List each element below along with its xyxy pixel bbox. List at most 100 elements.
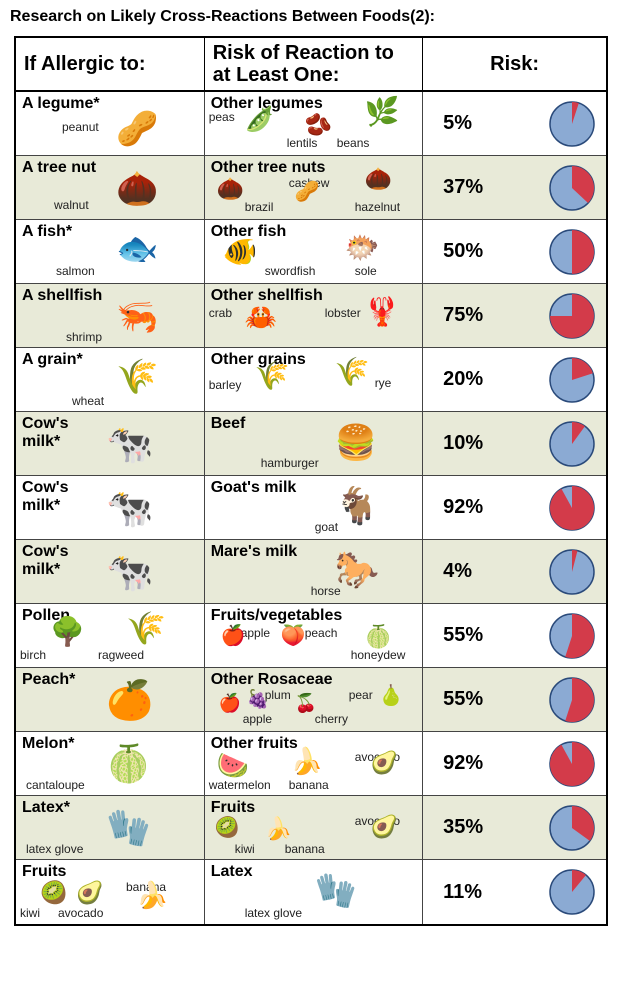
allergen-cell: Cow'smilk*🐄 — [16, 412, 205, 475]
reaction-cell: Fruits/vegetablesapplepeachhoneydew🍎🍑🍈 — [205, 604, 423, 667]
risk-cell: 50% — [423, 220, 606, 283]
food-icon: 🍈 — [106, 746, 151, 782]
header-reaction: Risk of Reaction to at Least One: — [205, 38, 424, 90]
pie-chart-icon — [548, 740, 596, 788]
pie-chart-icon — [548, 164, 596, 212]
allergen-sublabel: latex glove — [26, 842, 83, 856]
reaction-label: Goat's milk — [211, 479, 416, 497]
food-icon: 🍒 — [295, 694, 317, 712]
pie-chart-icon — [548, 676, 596, 724]
reaction-sublabel: beans — [337, 136, 370, 150]
pie-chart-icon — [548, 100, 596, 148]
reaction-sublabel: barley — [209, 378, 242, 392]
reaction-sublabel: peach — [305, 626, 338, 640]
food-icon: 🍎 — [219, 694, 241, 712]
allergen-cell: A grain*wheat🌾 — [16, 348, 205, 411]
allergen-sublabel: cantaloupe — [26, 778, 85, 792]
reaction-label: Mare's milk — [211, 543, 416, 561]
reaction-sublabel: peas — [209, 110, 235, 124]
table-row: Cow'smilk*🐄Goat's milkgoat🐐 92% — [16, 476, 606, 540]
risk-cell: 55% — [423, 604, 606, 667]
allergen-cell: A tree nutwalnut🌰 — [16, 156, 205, 219]
risk-percent: 55% — [443, 624, 483, 647]
risk-cell: 4% — [423, 540, 606, 603]
risk-cell: 10% — [423, 412, 606, 475]
allergen-sublabel: avocado — [58, 906, 103, 920]
allergen-cell: A shellfishshrimp🦐 — [16, 284, 205, 347]
reaction-sublabel: rye — [375, 376, 392, 390]
page-title: Research on Likely Cross-Reactions Betwe… — [0, 0, 622, 36]
reaction-sublabel: watermelon — [209, 778, 271, 792]
food-icon: 🥑 — [76, 882, 103, 904]
table-row: A legume*peanut🥜Other legumespeaslentils… — [16, 92, 606, 156]
allergen-cell: Latex*latex glove🧤 — [16, 796, 205, 859]
food-icon: 🥝 — [40, 882, 67, 904]
reaction-sublabel: lobster — [325, 306, 361, 320]
table-row: A shellfishshrimp🦐Other shellfishcrablob… — [16, 284, 606, 348]
food-icon: 🐄 — [106, 554, 153, 592]
food-icon: 🌿 — [365, 98, 400, 126]
risk-percent: 92% — [443, 496, 483, 519]
food-icon: 🫘 — [305, 114, 332, 136]
food-icon: 🐡 — [345, 234, 380, 262]
food-icon: 🍇 — [247, 690, 269, 708]
table-row: Melon*cantaloupe🍈Other fruitswatermelonb… — [16, 732, 606, 796]
pie-chart-icon — [548, 548, 596, 596]
food-icon: 🥜 — [116, 112, 158, 146]
reaction-label: Other grains — [211, 351, 416, 369]
risk-percent: 5% — [443, 112, 472, 135]
food-icon: 🌾 — [255, 362, 290, 390]
risk-cell: 92% — [423, 476, 606, 539]
food-icon: 🌰 — [217, 178, 244, 200]
table-row: A tree nutwalnut🌰Other tree nutsbrazilca… — [16, 156, 606, 220]
food-icon: 🍈 — [365, 626, 392, 648]
table-row: A grain*wheat🌾 Other grains barley rye 🌾 🌾 20… — [16, 348, 606, 412]
reaction-sublabel: pear — [349, 688, 373, 702]
table-row: A fish*salmon🐟Other fishswordfishsole🐠🐡 … — [16, 220, 606, 284]
allergen-sublabel: kiwi — [20, 906, 40, 920]
table-row: Pollenbirchragweed🌳🌾Fruits/vegetablesapp… — [16, 604, 606, 668]
reaction-sublabel: latex glove — [245, 906, 302, 920]
food-icon: 🍌 — [265, 818, 292, 840]
risk-cell: 35% — [423, 796, 606, 859]
food-icon: 🥑 — [371, 816, 398, 838]
allergen-label: A shellfish — [22, 287, 198, 305]
risk-cell: 37% — [423, 156, 606, 219]
risk-percent: 75% — [443, 304, 483, 327]
allergen-sublabel: walnut — [54, 198, 89, 212]
pie-chart-icon — [548, 804, 596, 852]
risk-percent: 10% — [443, 432, 483, 455]
food-icon: 🌰 — [365, 168, 392, 190]
risk-cell: 5% — [423, 92, 606, 155]
reaction-cell: Other shellfishcrablobster🦀🦞 — [205, 284, 423, 347]
risk-percent: 55% — [443, 688, 483, 711]
allergen-label: A legume* — [22, 95, 198, 113]
food-icon: 🍔 — [335, 426, 377, 460]
food-icon: 🍐 — [379, 686, 404, 706]
reaction-sublabel: crab — [209, 306, 232, 320]
pie-chart-icon — [548, 292, 596, 340]
reaction-sublabel: apple — [243, 712, 272, 726]
table-row: Cow'smilk*🐄Beefhamburger🍔 10% — [16, 412, 606, 476]
food-icon: 🦐 — [116, 300, 158, 334]
food-icon: 🐎 — [335, 552, 380, 588]
allergen-cell: A legume* peanut 🥜 — [16, 92, 205, 155]
food-icon: 🐄 — [106, 426, 153, 464]
food-icon: 🌰 — [116, 172, 158, 206]
reaction-sublabel: honeydew — [351, 648, 406, 662]
allergen-sublabel: peanut — [62, 120, 99, 134]
food-icon: 🌳 — [50, 618, 85, 646]
reaction-sublabel: banana — [289, 778, 329, 792]
pie-chart-icon — [548, 356, 596, 404]
risk-cell: 20% — [423, 348, 606, 411]
risk-percent: 50% — [443, 240, 483, 263]
pie-chart-icon — [548, 612, 596, 660]
pie-chart-icon — [548, 484, 596, 532]
food-icon: 🍌 — [136, 882, 168, 908]
table-row: Peach*🍊Other Rosaceaeappleplumcherrypear… — [16, 668, 606, 732]
allergen-cell: Melon*cantaloupe🍈 — [16, 732, 205, 795]
risk-percent: 37% — [443, 176, 483, 199]
table-header: If Allergic to: Risk of Reaction to at L… — [16, 38, 606, 92]
food-icon: 🌾 — [116, 360, 158, 394]
food-icon: 🦞 — [365, 298, 400, 326]
